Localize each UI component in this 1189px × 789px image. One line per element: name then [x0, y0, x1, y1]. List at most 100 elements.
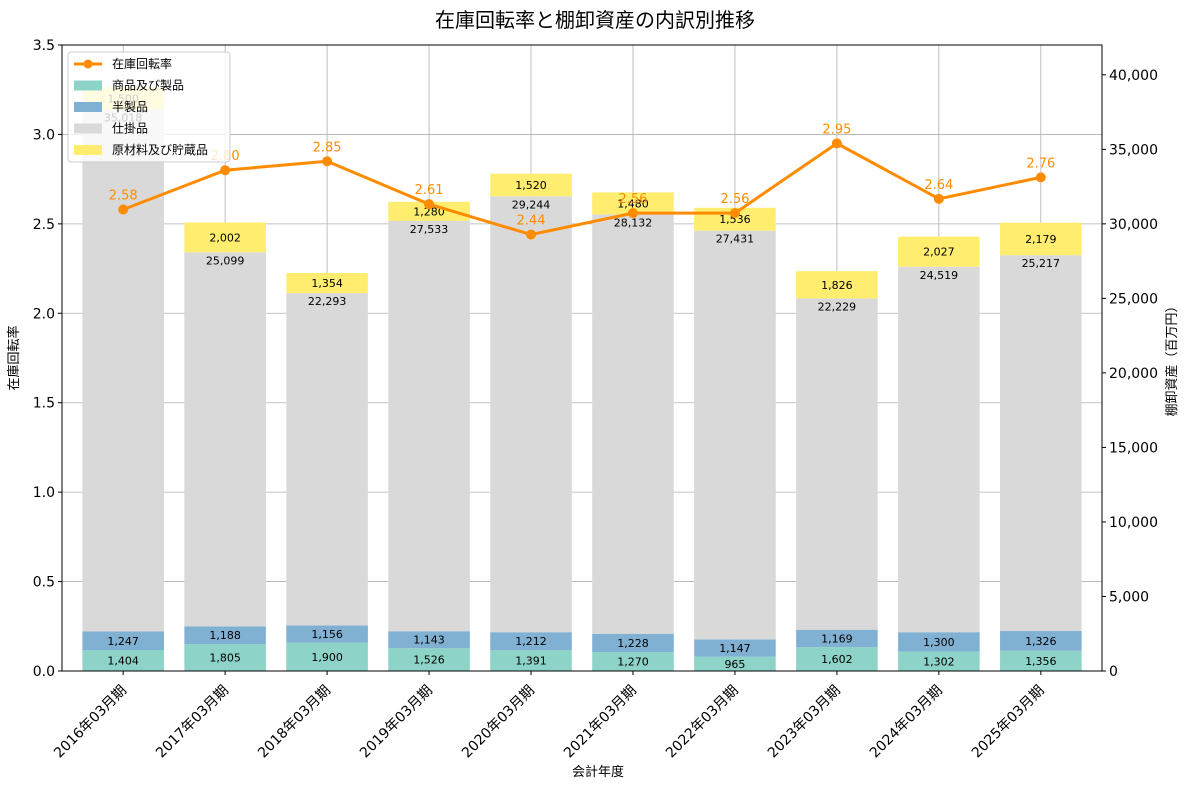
bar-segment	[388, 220, 470, 632]
bar-value-label: 24,519	[920, 269, 959, 282]
right-tick-label: 25,000	[1109, 291, 1158, 307]
left-tick-label: 3.0	[33, 127, 55, 143]
right-tick-label: 40,000	[1109, 68, 1158, 84]
bar-segment	[898, 266, 980, 633]
turnover-point	[1035, 172, 1046, 183]
left-tick-label: 1.5	[33, 396, 55, 412]
left-tick-label: 0.0	[33, 664, 55, 680]
bar-segment	[1000, 222, 1082, 256]
right-tick-label: 0	[1109, 664, 1118, 680]
bar-segment	[388, 648, 470, 671]
bar-value-label: 1,212	[515, 635, 547, 648]
legend-color-swatch	[74, 123, 102, 134]
turnover-point	[627, 208, 638, 219]
x-tick-label: 2024年03月期	[867, 683, 946, 762]
bar-segment	[184, 644, 266, 671]
bar-segment	[592, 192, 674, 215]
left-axis: 0.0 0.5 1.0 1.5 2.0 2.5 3.0 3.5	[33, 38, 62, 680]
bar-segment	[286, 625, 368, 643]
right-tick-label: 15,000	[1109, 440, 1158, 456]
turnover-point	[118, 204, 129, 215]
bar-value-label: 2,027	[923, 246, 955, 259]
bar-segment	[490, 196, 572, 633]
turnover-value-label: 2.61	[415, 183, 444, 198]
left-tick-label: 1.0	[33, 485, 55, 501]
x-tick-label: 2017年03月期	[153, 683, 232, 762]
x-tick-label: 2020年03月期	[459, 683, 538, 762]
bar-segment	[898, 236, 980, 267]
right-tick-label: 20,000	[1109, 366, 1158, 382]
x-tick-label: 2023年03月期	[765, 683, 844, 762]
bar-value-label: 1,302	[923, 655, 955, 668]
bar-segment	[286, 293, 368, 626]
bar-value-label: 1,391	[515, 655, 547, 668]
plot-frame	[61, 44, 1103, 672]
legend-entry: 原材料及び貯蔵品	[112, 143, 208, 157]
bar-value-label: 1,270	[617, 656, 649, 669]
legend-entry: 商品及び製品	[112, 78, 184, 93]
bar-value-label: 1,354	[311, 277, 343, 290]
turnover-value-label: 2.76	[1026, 156, 1055, 171]
bar-value-label: 27,533	[410, 223, 449, 236]
bar-segment	[592, 652, 674, 671]
legend-marker-swatch	[83, 59, 93, 69]
legend-color-swatch	[74, 80, 102, 91]
bar-value-label: 29,244	[512, 198, 551, 211]
bar-value-label: 22,229	[818, 300, 857, 313]
left-tick-label: 2.5	[33, 217, 55, 233]
bar-segment	[694, 639, 776, 657]
bar-value-label: 1,147	[719, 642, 751, 655]
chart-title: 在庫回転率と棚卸資産の内訳別推移	[435, 8, 755, 32]
turnover-value-label: 2.64	[924, 178, 953, 193]
x-tick-label: 2021年03月期	[561, 683, 640, 762]
bar-value-label: 1,280	[413, 205, 445, 218]
bar-value-label: 1,480	[617, 197, 649, 210]
bar-segment	[592, 214, 674, 634]
turnover-point	[933, 193, 944, 204]
bar-value-label: 1,805	[209, 652, 241, 665]
left-axis-title: 在庫回転率	[6, 325, 22, 390]
bar-value-label: 27,431	[716, 233, 755, 246]
bar-value-label: 1,536	[719, 213, 751, 226]
turnover-point	[220, 165, 231, 176]
bar-segment	[1000, 255, 1082, 632]
legend-color-swatch	[74, 145, 102, 155]
x-tick-label: 2022年03月期	[663, 683, 742, 762]
turnover-point	[322, 156, 333, 167]
bar-segment	[286, 272, 368, 294]
bar-segment	[286, 642, 368, 671]
turnover-value-label: 2.56	[720, 192, 749, 207]
turnover-value-label: 2.56	[619, 192, 648, 207]
turnover-point	[831, 138, 842, 149]
bar-segment	[184, 252, 266, 627]
turnover-point	[526, 229, 537, 240]
bar-value-label: 1,826	[821, 279, 853, 292]
bar-value-label: 1,143	[413, 634, 445, 647]
bar-segment	[490, 632, 572, 651]
bar-value-label: 2,179	[1025, 233, 1057, 246]
left-tick-label: 0.5	[33, 575, 55, 591]
bar-value-label: 22,293	[308, 295, 347, 308]
bar-segment	[898, 651, 980, 671]
bar-segment	[592, 633, 674, 653]
bar-segment	[1000, 650, 1082, 671]
turnover-value-label: 2.44	[517, 214, 546, 229]
right-tick-label: 5,000	[1109, 589, 1149, 605]
legend-entry: 半製品	[112, 100, 148, 114]
right-tick-label: 35,000	[1109, 142, 1158, 158]
bar-value-label: 1,602	[821, 653, 853, 666]
bar-value-label: 1,228	[617, 637, 649, 650]
bar-value-label: 1,520	[515, 179, 547, 192]
turnover-value-label: 2.85	[313, 140, 342, 155]
bar-segment	[82, 650, 164, 671]
bar-segment	[796, 298, 878, 630]
bar-value-label: 25,099	[206, 254, 245, 267]
legend-entry: 仕掛品	[112, 121, 148, 136]
bar-segment	[490, 173, 572, 197]
bar-segment	[388, 201, 470, 221]
x-tick-label: 2019年03月期	[357, 683, 436, 762]
x-tick-label: 2018年03月期	[255, 683, 334, 762]
legend-color-swatch	[74, 102, 102, 112]
